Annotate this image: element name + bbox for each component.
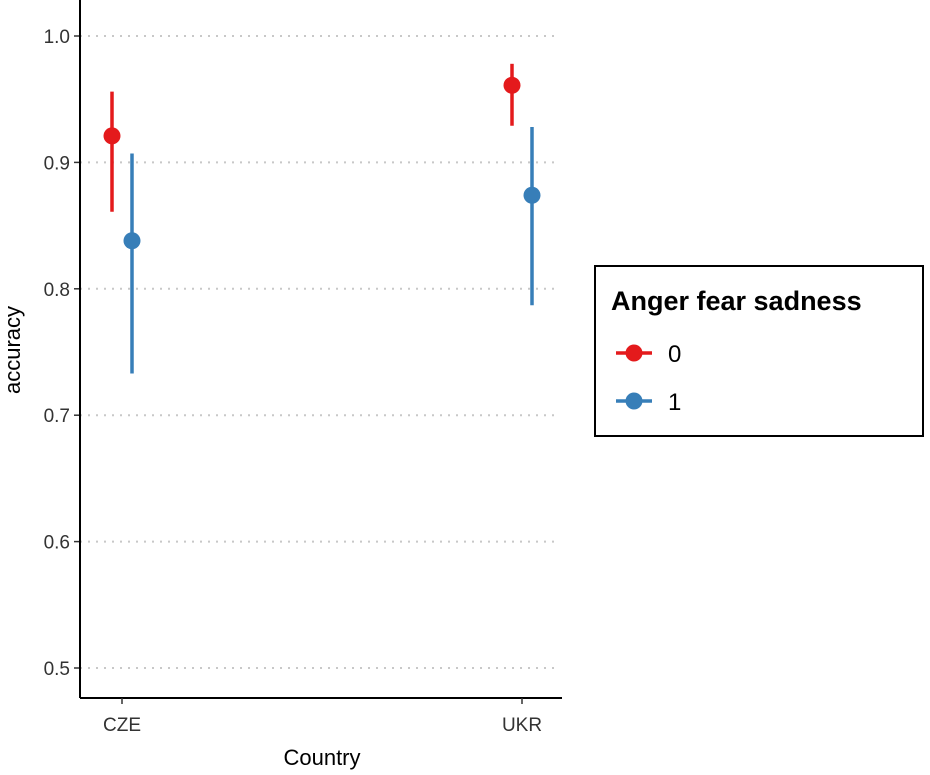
x-axis-title: Country <box>283 745 360 770</box>
x-tick-label: CZE <box>103 715 141 736</box>
y-tick-label: 0.6 <box>44 533 70 554</box>
grid-lines <box>80 35 558 669</box>
legend-key-point <box>625 392 643 410</box>
legend-entries: 01 <box>616 341 681 416</box>
legend-title: Anger fear sadness <box>611 286 862 316</box>
legend-label: 1 <box>668 389 681 416</box>
legend: Anger fear sadness 01 <box>594 265 924 437</box>
data-point <box>503 76 521 94</box>
y-tick-label: 0.8 <box>44 280 70 301</box>
data-point <box>123 232 141 250</box>
axes: 0.5 0.6 0.7 0.8 0.9 1.0 CZE UKR <box>44 0 562 736</box>
legend-key-point <box>625 344 643 362</box>
x-tick-label: UKR <box>502 715 542 736</box>
y-tick-label: 0.5 <box>44 659 70 680</box>
y-tick-label: 0.9 <box>44 153 70 174</box>
legend-label: 0 <box>668 341 681 368</box>
legend-box <box>594 265 924 437</box>
data-marks <box>103 63 541 374</box>
data-point <box>103 127 121 145</box>
y-tick-label: 1.0 <box>44 27 70 48</box>
y-axis-title: accuracy <box>0 306 25 394</box>
y-tick-label: 0.7 <box>44 406 70 427</box>
data-point <box>523 186 541 204</box>
